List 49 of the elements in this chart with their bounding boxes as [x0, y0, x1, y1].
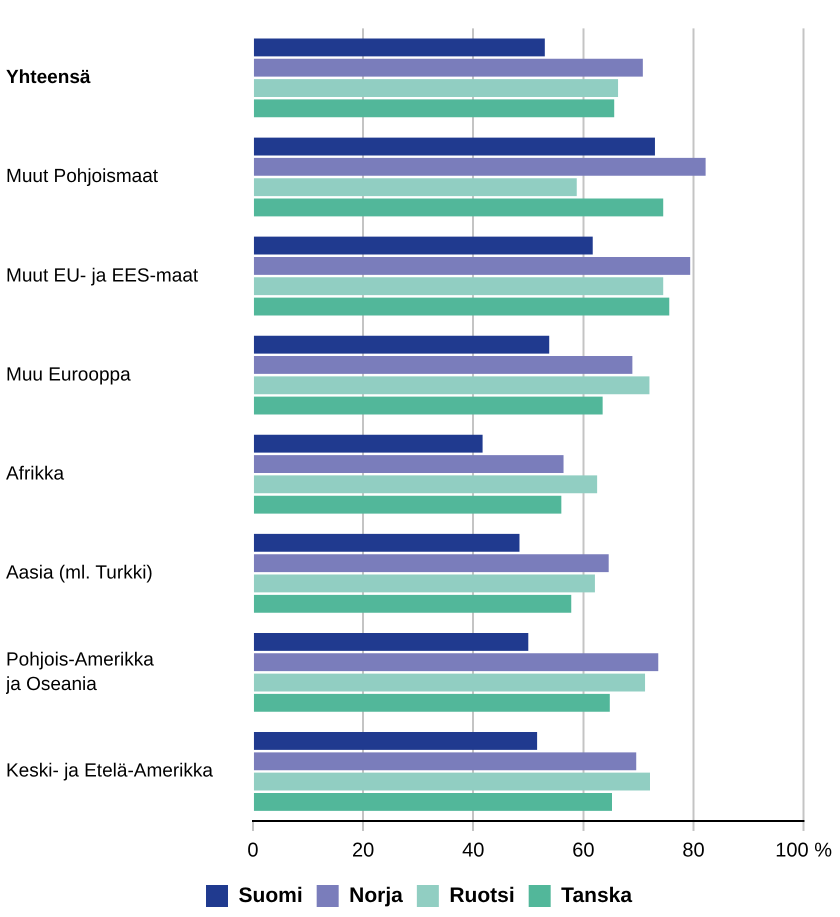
- y-tick-label: Aasia (ml. Turkki): [6, 562, 153, 584]
- bar: [254, 58, 643, 77]
- bar: [254, 277, 664, 296]
- x-tick-label: 0: [247, 840, 259, 862]
- bar: [254, 38, 545, 56]
- bar: [254, 632, 528, 651]
- bar: [254, 198, 664, 216]
- bar: [254, 138, 655, 156]
- bar: [254, 178, 577, 196]
- bar: [254, 376, 650, 394]
- bar: [254, 694, 610, 712]
- bar: [254, 653, 658, 672]
- bar: [254, 594, 572, 613]
- x-tick-label: 100 %: [775, 840, 832, 862]
- bar: [254, 99, 614, 118]
- bar: [254, 574, 595, 592]
- x-tick-label: 60: [572, 840, 594, 862]
- y-tick-label: Muu Eurooppa: [6, 364, 132, 386]
- bar: [254, 356, 632, 374]
- bar: [254, 674, 646, 692]
- bar: [254, 434, 483, 453]
- x-tick-label: 80: [682, 840, 705, 862]
- legend-label: Tanska: [561, 884, 632, 907]
- bar: [254, 236, 593, 255]
- y-tick-label: Muut Pohjoismaat: [6, 166, 159, 188]
- x-tick-label: 40: [462, 840, 484, 862]
- bar: [254, 496, 562, 514]
- bar: [254, 336, 550, 354]
- bar: [254, 792, 612, 811]
- bar: [254, 256, 690, 275]
- bar: [254, 79, 618, 97]
- bar: [254, 732, 538, 750]
- x-tick-label: 20: [352, 840, 374, 862]
- bar: [254, 534, 520, 552]
- legend-label: Ruotsi: [449, 884, 515, 907]
- bar: [254, 475, 598, 494]
- legend-label: Suomi: [238, 884, 303, 907]
- bar: [254, 455, 564, 473]
- bar: [254, 772, 650, 791]
- bar: [254, 158, 706, 176]
- bar: [254, 396, 603, 415]
- y-tick-label: Yhteensä: [6, 67, 91, 88]
- bar: [254, 554, 609, 572]
- legend-label: Norja: [349, 884, 404, 907]
- y-tick-label: Keski- ja Etelä-Amerikka: [6, 760, 214, 782]
- bar: [254, 752, 636, 770]
- bar: [254, 298, 670, 316]
- y-tick-label: Afrikka: [6, 463, 64, 484]
- y-tick-label: Muut EU- ja EES-maat: [6, 265, 199, 286]
